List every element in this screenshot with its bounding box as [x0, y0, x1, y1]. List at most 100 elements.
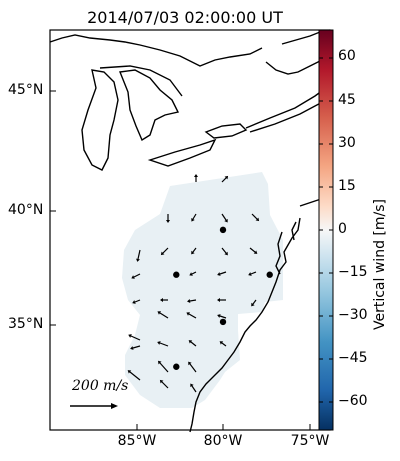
- cb-tick-m15: −15: [338, 264, 368, 280]
- lon-label-80: 80°W: [203, 433, 243, 449]
- cb-tick-m45: −45: [338, 350, 368, 366]
- wind-vector-head: [130, 346, 134, 350]
- wind-field-region: [122, 172, 283, 408]
- wind-vector: [132, 345, 141, 349]
- wind-vector-head: [219, 341, 224, 345]
- wind-vector: [129, 371, 141, 381]
- wind-vector: [221, 177, 227, 183]
- wind-vector: [251, 213, 258, 220]
- wind-vector: [190, 341, 197, 347]
- lake-huron: [119, 69, 180, 142]
- wind-vector-head: [187, 299, 191, 303]
- station-marker-east: [266, 271, 273, 278]
- lake-erie: [147, 138, 217, 167]
- wind-vector: [162, 247, 169, 254]
- wind-vector: [161, 381, 169, 389]
- wind-vector-head: [132, 300, 136, 304]
- scale-arrow: [70, 403, 118, 409]
- lat-label-40: 40°N: [8, 202, 44, 218]
- wind-vector-head: [217, 314, 221, 318]
- wind-vector: [189, 299, 197, 302]
- upper-peninsula-line: [99, 65, 183, 97]
- station-marker-south: [173, 363, 180, 370]
- wind-vector-head: [191, 217, 195, 222]
- lake-michigan: [81, 69, 119, 171]
- wind-vector-head: [188, 340, 193, 344]
- lat-label-35: 35°N: [8, 316, 44, 332]
- wind-vector-head: [224, 175, 229, 180]
- wind-vector: [191, 271, 197, 275]
- wind-vector: [252, 299, 257, 305]
- wind-vector-head: [217, 272, 221, 276]
- wind-vector: [130, 335, 141, 341]
- colorbar-label: Vertical wind [m/s]: [372, 199, 388, 330]
- wind-vector-head: [191, 250, 195, 255]
- st-lawrence: [245, 84, 331, 129]
- wind-vector: [159, 342, 169, 347]
- wind-vector-head: [224, 251, 228, 256]
- wind-vector-head: [127, 370, 132, 374]
- delaware-bay: [291, 221, 297, 241]
- wind-vector-head: [166, 220, 170, 223]
- wind-vector-head: [160, 251, 165, 256]
- wind-vector-head: [189, 272, 193, 276]
- wind-vector: [221, 247, 227, 254]
- wind-vector-head: [157, 311, 162, 315]
- lake-superior-shore: [49, 34, 263, 67]
- cb-tick-45: 45: [338, 92, 356, 108]
- wind-vector: [192, 213, 197, 220]
- wind-vector-head: [188, 361, 192, 366]
- wind-vector-head: [253, 250, 258, 254]
- scale-arrow-label: 200 m/s: [72, 378, 129, 394]
- wind-vector: [221, 213, 227, 221]
- wind-vector: [159, 312, 169, 319]
- wind-vector-head: [159, 379, 164, 384]
- wind-vector-head: [131, 275, 135, 279]
- cb-tick-30: 30: [338, 135, 356, 151]
- wind-vector-head: [251, 302, 255, 307]
- wind-vector: [191, 385, 197, 393]
- wind-vector: [188, 313, 197, 319]
- wind-vector: [134, 299, 141, 303]
- cb-tick-m30: −30: [338, 307, 368, 323]
- wind-vector-head: [224, 218, 228, 223]
- wind-vector-head: [194, 174, 198, 177]
- cb-tick-60: 60: [338, 48, 356, 64]
- cb-tick-m60: −60: [338, 393, 368, 409]
- wind-vector-head: [128, 334, 132, 338]
- wind-vector-head: [190, 383, 194, 388]
- wind-vector: [219, 271, 227, 275]
- wind-vector-head: [255, 217, 260, 222]
- cb-tick-15: 15: [338, 178, 356, 194]
- wind-vector: [133, 273, 141, 278]
- wind-vector: [159, 362, 169, 373]
- cb-tick-0: 0: [338, 221, 347, 237]
- station-marker-center: [219, 318, 227, 326]
- wind-vector-head: [217, 298, 220, 302]
- station-marker-north-west: [173, 271, 180, 278]
- station-marker-north-east: [219, 226, 227, 234]
- figure-title: 2014/07/03 02:00:00 UT: [87, 8, 283, 27]
- lake-ontario: [204, 123, 248, 139]
- chesapeake-bay: [275, 231, 283, 275]
- wind-vector: [189, 363, 197, 373]
- lon-label-75: 75°W: [290, 433, 330, 449]
- wind-vector: [250, 271, 257, 275]
- wind-vector: [221, 342, 227, 347]
- wind-vector-head: [160, 298, 163, 302]
- atlantic-coastline: [189, 217, 301, 433]
- wind-vector-head: [186, 312, 190, 316]
- wind-vector-head: [157, 341, 161, 345]
- wind-vector: [219, 315, 227, 319]
- lon-label-85: 85°W: [117, 433, 157, 449]
- wind-vector: [137, 249, 141, 260]
- wind-vector-head: [136, 258, 140, 262]
- lat-label-45: 45°N: [8, 82, 44, 98]
- wind-vector-head: [158, 360, 162, 365]
- wind-vector: [192, 247, 197, 253]
- wind-vector-head: [248, 272, 252, 276]
- st-lawrence-south: [249, 97, 331, 133]
- wind-vector: [249, 247, 256, 253]
